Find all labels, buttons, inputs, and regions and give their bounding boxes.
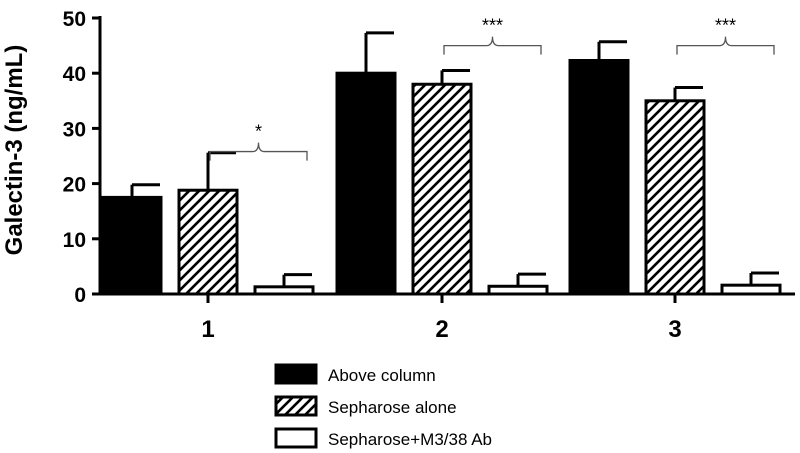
y-tick-label: 0 (74, 284, 86, 307)
y-tick-label: 20 (63, 174, 86, 197)
bar (335, 71, 397, 296)
x-tick-label: 2 (435, 316, 448, 343)
legend-swatch (274, 363, 318, 385)
bar (568, 59, 630, 296)
plot-area: 0 10 20 30 40 50 1 * 2 *** 3 *** (63, 8, 795, 343)
bar (253, 285, 315, 296)
significance-bracket (443, 36, 542, 55)
x-tick-label: 3 (668, 316, 681, 343)
bar (720, 283, 782, 296)
y-tick-label: 50 (63, 8, 86, 31)
legend-swatch (274, 395, 318, 417)
y-tick-label: 10 (63, 229, 86, 252)
bar (644, 99, 706, 296)
significance-bracket (676, 36, 775, 55)
legend-swatch (274, 427, 318, 449)
y-tick-label: 30 (63, 118, 86, 141)
significance-bracket (209, 142, 308, 161)
legend: Above column Sepharose alone Sepharose+M3/… (274, 363, 492, 449)
bar (177, 188, 239, 296)
bar (411, 82, 473, 296)
bar (487, 284, 549, 296)
significance-label: *** (715, 16, 736, 36)
legend-label: Sepharose alone (328, 398, 457, 417)
y-axis-label: Galectin-3 (ng/mL) (1, 45, 28, 256)
significance-label: * (255, 122, 262, 142)
y-tick-label: 40 (63, 63, 86, 86)
x-tick-label: 1 (201, 316, 214, 343)
legend-label: Above column (328, 366, 436, 385)
bar (101, 195, 163, 296)
legend-label: Sepharose+M3/38 Ab (328, 430, 492, 449)
significance-label: *** (482, 16, 503, 36)
